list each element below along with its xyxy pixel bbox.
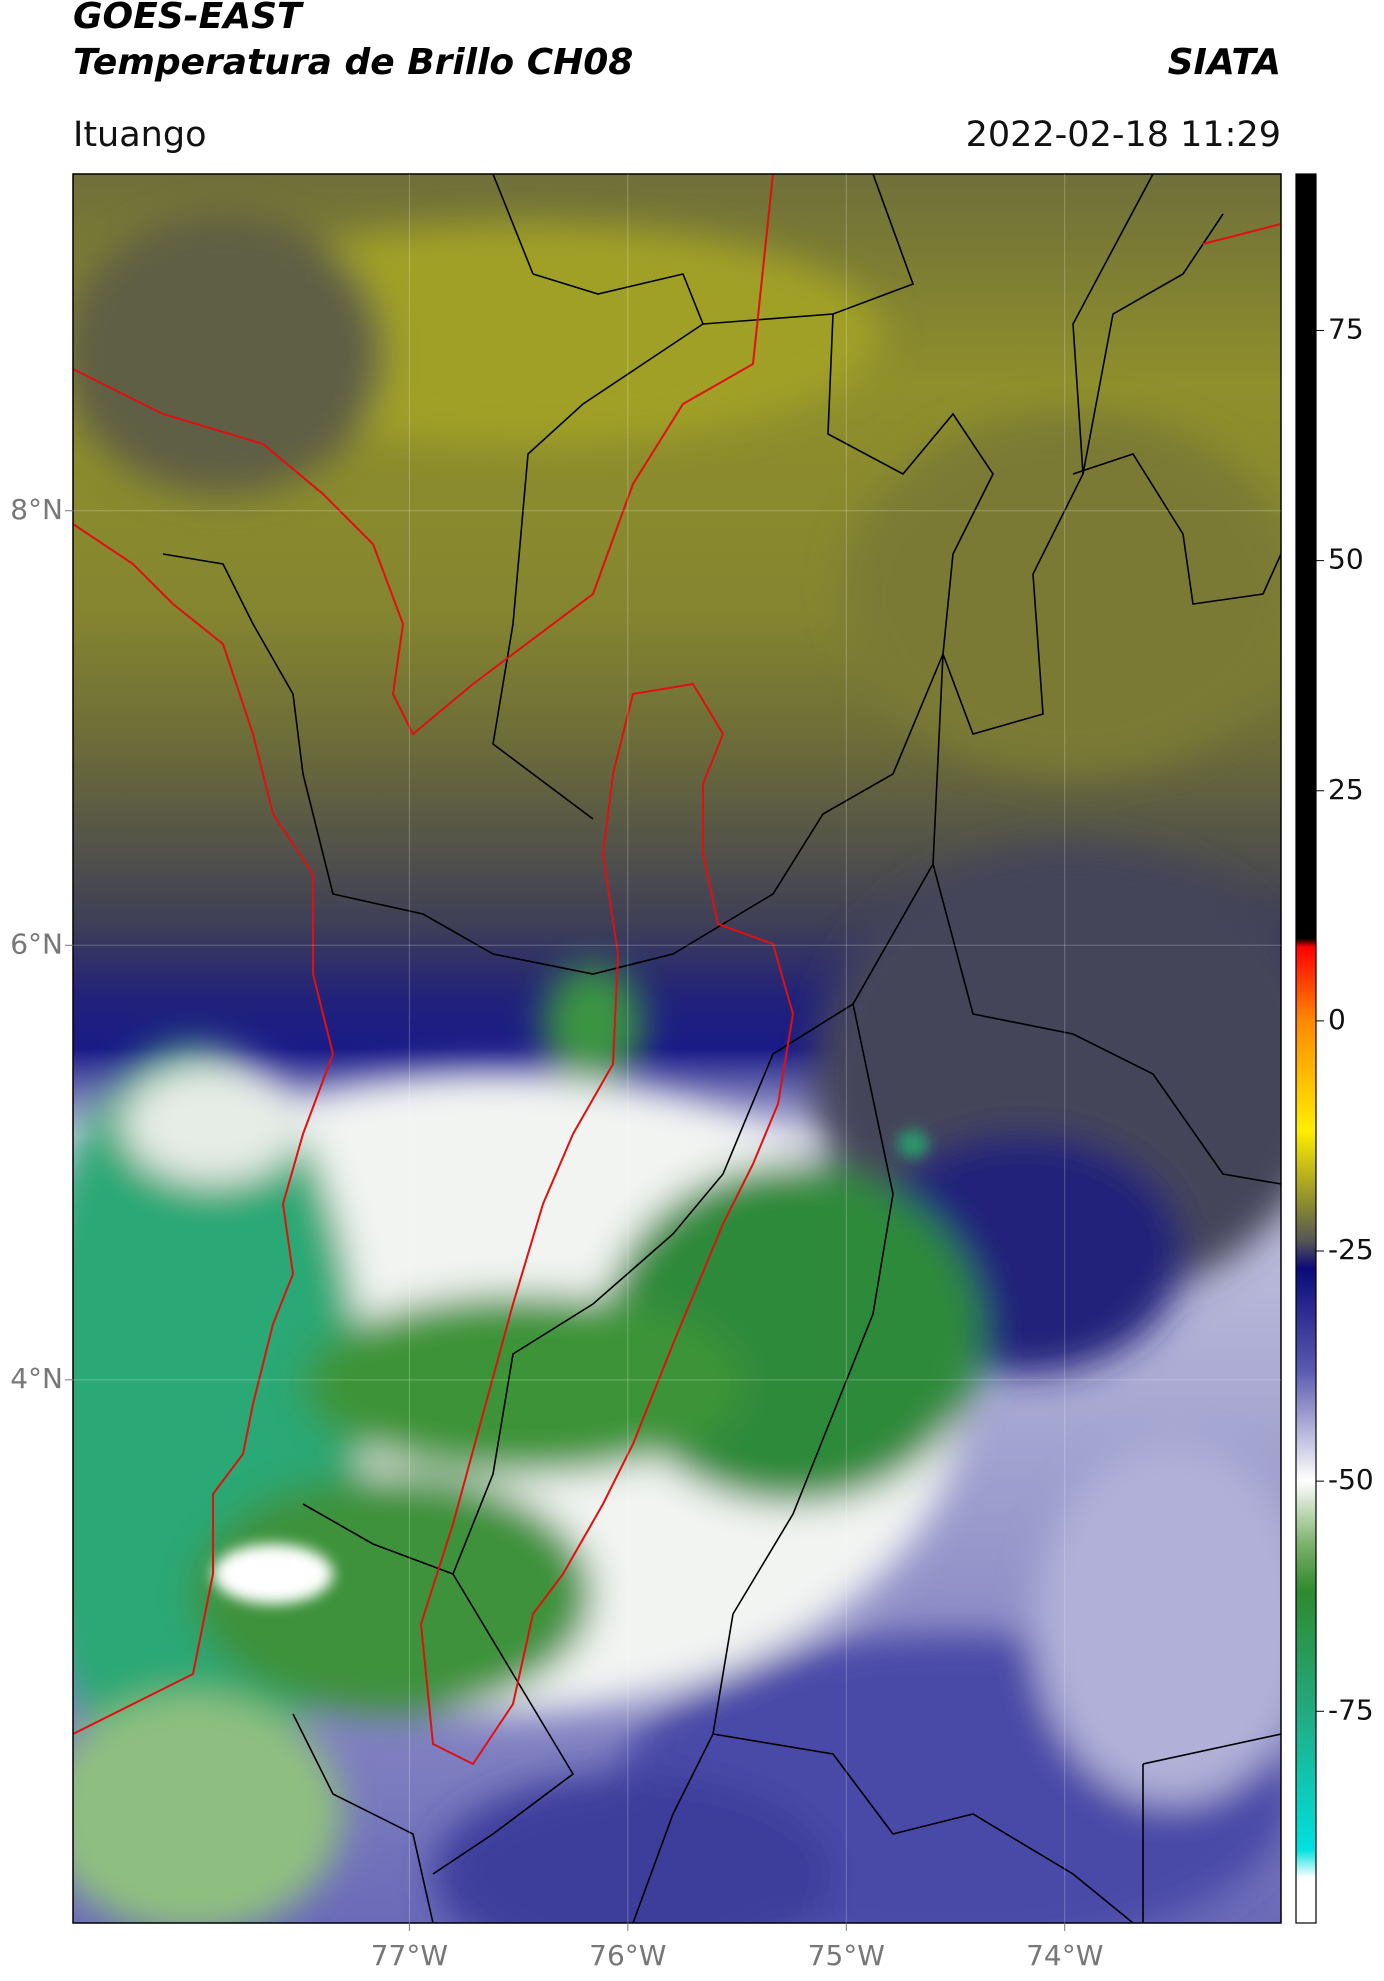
x-tick-label: 75°W [808, 1939, 885, 1972]
colorbar-tick-label: 50 [1328, 543, 1364, 576]
y-tick-label: 6°N [10, 927, 63, 960]
colorbar-tick-label: 75 [1328, 312, 1364, 345]
colorbar-tick-label: -75 [1328, 1693, 1374, 1726]
map [72, 173, 1282, 1924]
y-tick-label: 4°N [10, 1362, 63, 1395]
x-tick-label: 77°W [371, 1939, 448, 1972]
x-tick-label: 76°W [589, 1939, 666, 1972]
source: SIATA [1168, 42, 1281, 83]
subtitle: Temperatura de Brillo CH08 [73, 42, 633, 83]
colorbar-tick-label: -50 [1328, 1463, 1374, 1496]
borders [162, 174, 1281, 1923]
colorbar-tick-label: 0 [1328, 1003, 1346, 1036]
title: GOES-EAST [73, 0, 304, 37]
x-tick-label: 74°W [1026, 1939, 1103, 1972]
colorbar-tick-label: 25 [1328, 773, 1364, 806]
timestamp: 2022-02-18 11:29 [966, 115, 1281, 155]
location: Ituango [73, 115, 207, 155]
y-tick-label: 8°N [10, 493, 63, 526]
colorbar [1295, 173, 1317, 1924]
map-frame [72, 173, 1282, 1924]
colorbar-tick-label: -25 [1328, 1233, 1374, 1266]
region-outline [73, 174, 1281, 1766]
